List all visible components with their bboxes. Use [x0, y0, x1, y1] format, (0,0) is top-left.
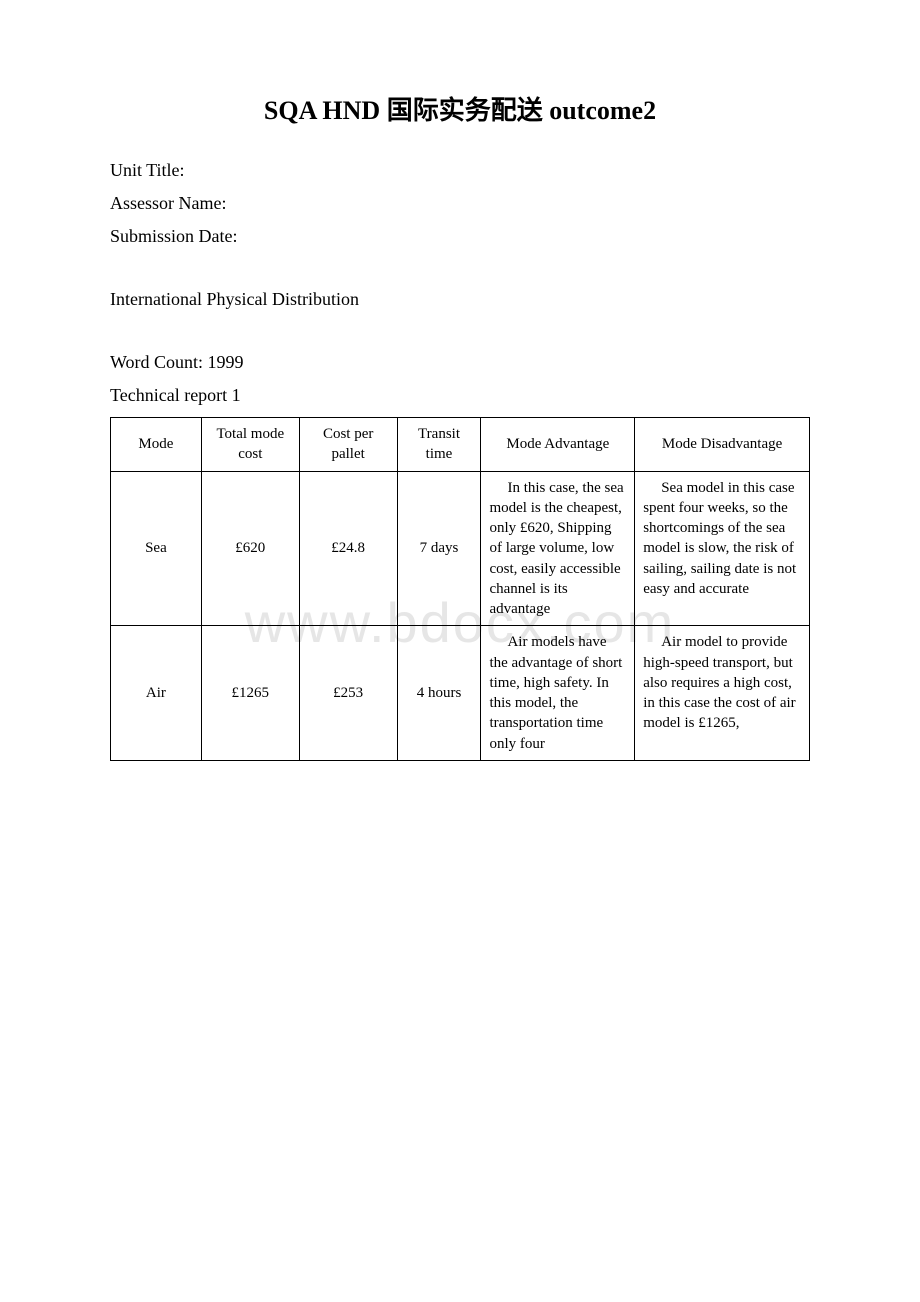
cell-disadvantage: Air model to provide high-speed transpor… [635, 626, 810, 761]
table-header-row: Mode Total mode cost Cost per pallet Tra… [111, 418, 810, 472]
col-total-cost: Total mode cost [201, 418, 299, 472]
assessor-name-label: Assessor Name: [110, 190, 810, 217]
cell-disadvantage: Sea model in this case spent four weeks,… [635, 471, 810, 626]
table-row: Air £1265 £253 4 hours Air models have t… [111, 626, 810, 761]
unit-title-label: Unit Title: [110, 157, 810, 184]
col-mode: Mode [111, 418, 202, 472]
module-name: International Physical Distribution [110, 286, 810, 313]
submission-date-label: Submission Date: [110, 223, 810, 250]
cell-mode: Sea [111, 471, 202, 626]
transport-modes-table: Mode Total mode cost Cost per pallet Tra… [110, 417, 810, 761]
cell-transit: 7 days [397, 471, 481, 626]
cell-mode: Air [111, 626, 202, 761]
cell-advantage: Air models have the advantage of short t… [481, 626, 635, 761]
table-row: Sea £620 £24.8 7 days In this case, the … [111, 471, 810, 626]
cell-per-pallet: £24.8 [299, 471, 397, 626]
cell-advantage: In this case, the sea model is the cheap… [481, 471, 635, 626]
cell-transit: 4 hours [397, 626, 481, 761]
cell-per-pallet: £253 [299, 626, 397, 761]
cell-total: £620 [201, 471, 299, 626]
col-cost-per-pallet: Cost per pallet [299, 418, 397, 472]
cell-total: £1265 [201, 626, 299, 761]
word-count: Word Count: 1999 [110, 349, 810, 376]
col-transit-time: Transit time [397, 418, 481, 472]
report-label: Technical report 1 [110, 382, 810, 409]
col-advantage: Mode Advantage [481, 418, 635, 472]
page-title: SQA HND 国际实务配送 outcome2 [110, 90, 810, 127]
col-disadvantage: Mode Disadvantage [635, 418, 810, 472]
